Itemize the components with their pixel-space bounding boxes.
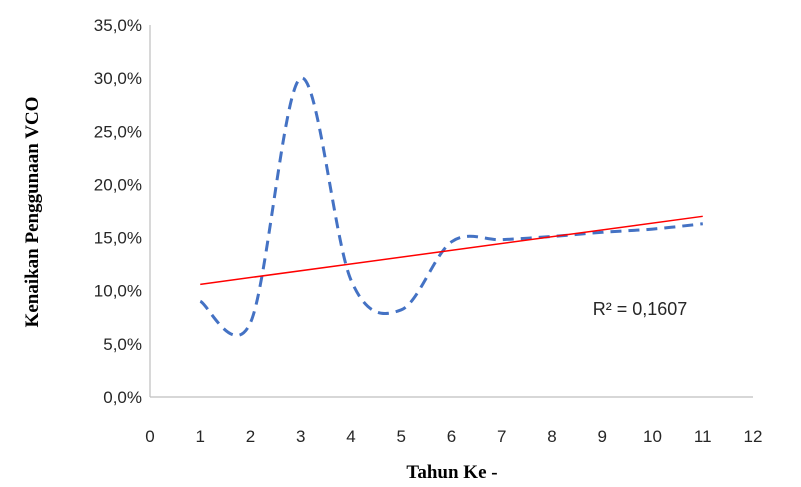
trendline [200, 215, 703, 286]
y-tick-label: 30,0% [94, 69, 142, 88]
x-axis-title: Tahun Ke - [406, 462, 497, 483]
r-squared-annotation: R² = 0,1607 [593, 299, 688, 319]
x-tick-label: 7 [497, 427, 506, 446]
x-tick-label: 11 [694, 427, 712, 446]
y-axis-ticks: 0,0% 5,0% 10,0% 15,0% 20,0% 25,0% 30,0% 35,0% [94, 16, 142, 407]
x-tick-label: 4 [346, 427, 355, 446]
x-tick-label: 10 [643, 427, 662, 446]
x-tick-label: 6 [447, 427, 456, 446]
y-tick-label: 5,0% [103, 335, 142, 354]
x-tick-label: 1 [196, 427, 205, 446]
x-tick-label: 5 [397, 427, 406, 446]
x-tick-label: 0 [145, 427, 154, 446]
y-tick-label: 15,0% [94, 229, 142, 248]
x-tick-label: 12 [744, 427, 763, 446]
x-tick-label: 8 [547, 427, 556, 446]
y-tick-label: 35,0% [94, 16, 142, 35]
y-tick-label: 25,0% [94, 122, 142, 141]
x-tick-label: 9 [598, 427, 607, 446]
data-series-line [199, 76, 703, 337]
y-tick-label: 20,0% [94, 175, 142, 194]
x-axis-ticks: 0 1 2 3 4 5 6 7 8 9 10 11 12 [145, 427, 762, 446]
y-tick-label: 10,0% [94, 282, 142, 301]
y-tick-label: 0,0% [103, 388, 142, 407]
y-axis-title: Kenaikan Penggunaan VCO [22, 97, 43, 328]
x-tick-label: 2 [246, 427, 255, 446]
x-tick-label: 3 [296, 427, 305, 446]
plot-area [149, 25, 753, 398]
